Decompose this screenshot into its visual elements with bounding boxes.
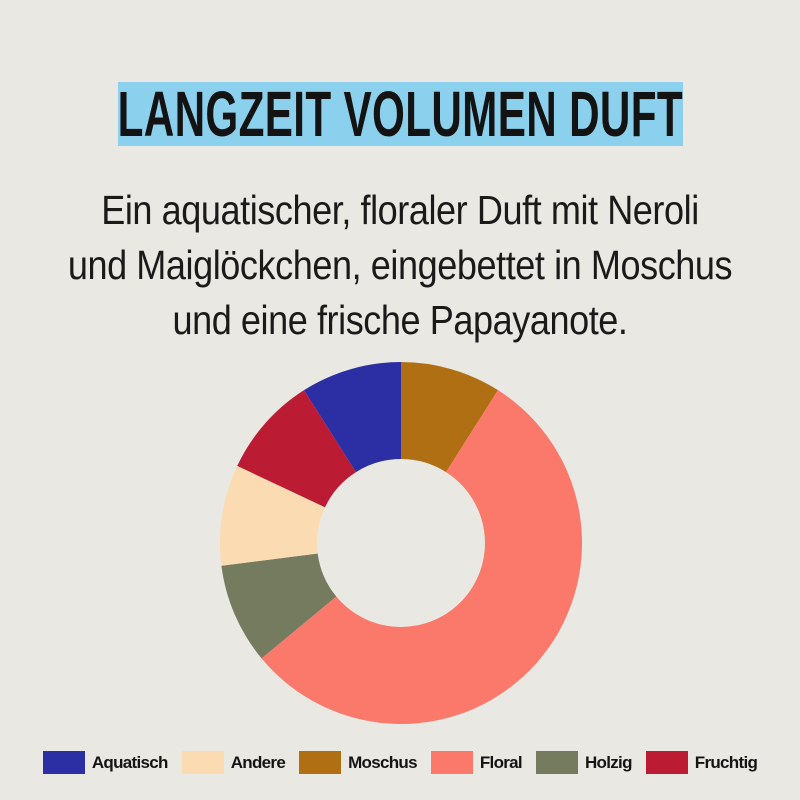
legend-item-andere: Andere bbox=[181, 751, 286, 774]
description-line-2: und Maiglöckchen, eingebettet in Moschus bbox=[67, 242, 733, 288]
legend-swatch-andere bbox=[181, 751, 224, 774]
legend-label-fruchtig: Fruchtig bbox=[694, 753, 758, 772]
legend-swatch-floral bbox=[430, 751, 473, 774]
description-paragraph: Ein aquatischer, floraler Duft mit Nerol… bbox=[48, 183, 752, 348]
page-title: LANGZEIT VOLUMEN DUFT bbox=[117, 78, 684, 150]
title-highlight-bar: LANGZEIT VOLUMEN DUFT bbox=[118, 82, 683, 146]
donut-segment-moschus bbox=[401, 362, 498, 473]
legend-swatch-moschus bbox=[299, 751, 342, 774]
donut-segment-floral bbox=[261, 390, 583, 725]
legend-item-aquatisch: Aquatisch bbox=[42, 751, 169, 774]
legend-swatch-aquatisch bbox=[42, 751, 85, 774]
legend-item-floral: Floral bbox=[430, 751, 523, 774]
donut-segment-fruchtig bbox=[237, 390, 356, 508]
description-line-3: und eine frische Papayanote. bbox=[172, 297, 628, 343]
description-line-1: Ein aquatischer, floraler Duft mit Nerol… bbox=[101, 187, 699, 233]
donut-segment-andere bbox=[220, 465, 326, 566]
legend-item-holzig: Holzig bbox=[535, 751, 632, 774]
donut-segment-aquatisch bbox=[304, 362, 401, 473]
legend-label-holzig: Holzig bbox=[584, 753, 632, 772]
legend-item-moschus: Moschus bbox=[299, 751, 418, 774]
legend-label-floral: Floral bbox=[479, 753, 523, 772]
legend-swatch-fruchtig bbox=[645, 751, 688, 774]
legend-label-aquatisch: Aquatisch bbox=[91, 753, 169, 772]
legend-swatch-holzig bbox=[535, 751, 578, 774]
legend-label-moschus: Moschus bbox=[348, 753, 417, 772]
chart-legend: Aquatisch Andere Moschus Floral Holzig Frucht… bbox=[0, 751, 800, 774]
donut-chart bbox=[220, 362, 583, 725]
donut-segment-holzig bbox=[221, 553, 337, 659]
legend-item-fruchtig: Fruchtig bbox=[645, 751, 758, 774]
legend-label-andere: Andere bbox=[230, 753, 286, 772]
